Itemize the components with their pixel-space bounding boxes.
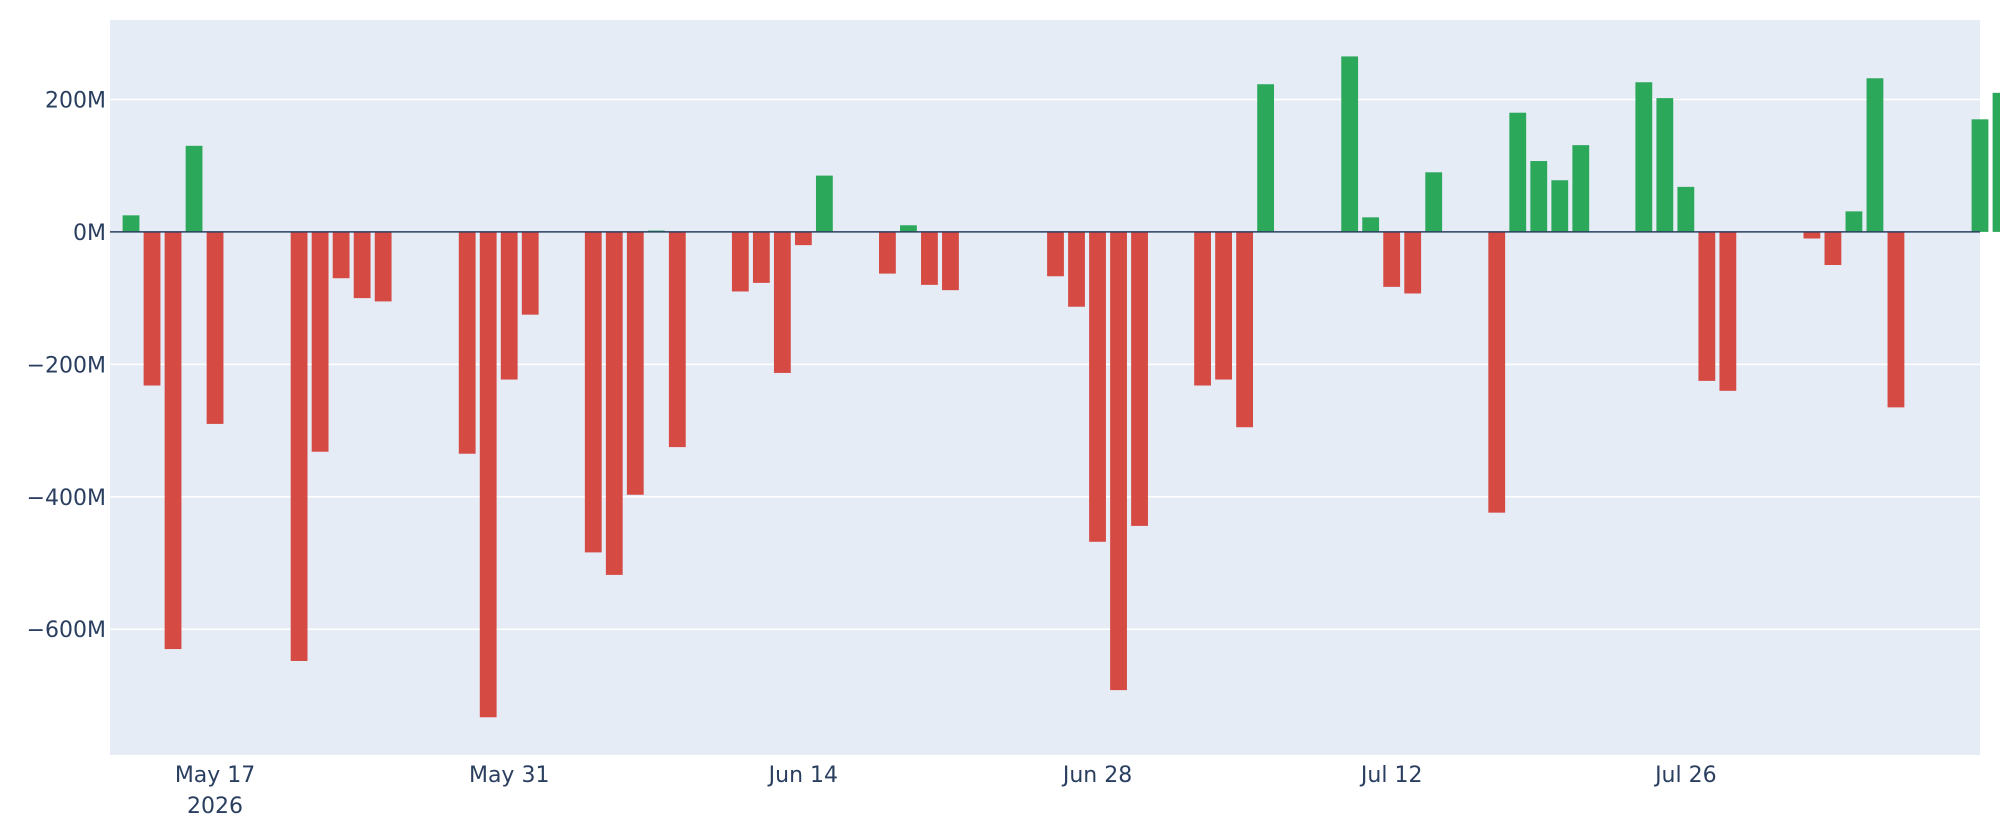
bar [1887, 231, 1905, 408]
y-tick-label: 0M [73, 221, 106, 246]
bar [1824, 231, 1842, 265]
bar [1425, 172, 1443, 232]
bar [900, 225, 917, 232]
bar [479, 231, 497, 718]
bar [1509, 112, 1527, 232]
bar [731, 231, 749, 292]
x-tick-label: May 31 [469, 763, 549, 788]
bar [1341, 56, 1359, 232]
x-tick-label: Jul 26 [1653, 763, 1717, 788]
bar [206, 231, 224, 424]
bar [815, 175, 833, 232]
bar [1488, 231, 1506, 513]
bar [1971, 119, 1989, 232]
bar [626, 231, 644, 495]
bar [1992, 92, 2000, 232]
bar [752, 231, 770, 283]
bar [1635, 82, 1653, 232]
bar [1383, 231, 1401, 287]
bar [290, 231, 308, 661]
bar [122, 215, 140, 232]
bar [1719, 231, 1737, 391]
y-tick-label: −600M [27, 618, 106, 643]
bar [1236, 231, 1254, 428]
bar [185, 145, 203, 232]
bar [921, 231, 938, 285]
x-tick-label: Jun 14 [767, 763, 838, 788]
bar [794, 231, 812, 246]
bar [1677, 186, 1695, 232]
x-tick-label: May 17 [175, 763, 255, 788]
bar [332, 231, 350, 279]
bar [374, 231, 392, 302]
bar [1404, 231, 1422, 294]
bar [1362, 217, 1380, 232]
y-tick-label: −200M [27, 353, 106, 378]
bar [353, 231, 371, 299]
bar [879, 231, 896, 274]
bar [1572, 145, 1590, 232]
bar [1110, 231, 1127, 691]
x-tick-label: Jun 28 [1061, 763, 1132, 788]
y-tick-label: 200M [45, 88, 106, 113]
bar [1257, 84, 1275, 232]
bar [668, 231, 686, 448]
x-axis-ticks: May 17 2026 May 31 Jun 14 Jun 28 Jul 12 Jul 26 [175, 763, 1717, 819]
bar [1215, 231, 1232, 380]
bar [143, 231, 161, 386]
bar [1068, 231, 1085, 307]
bar [1131, 231, 1148, 526]
bars [122, 56, 2000, 718]
bar [1089, 231, 1106, 542]
bar [1803, 231, 1821, 239]
bar [1698, 231, 1716, 381]
bar [1530, 161, 1548, 232]
bar [605, 231, 623, 575]
bar [1866, 78, 1884, 232]
bar [458, 231, 476, 454]
y-axis-ticks: 200M 0M −200M −400M −600M [27, 88, 106, 643]
plot-background [110, 20, 1980, 755]
bar [1845, 211, 1863, 232]
bar [1194, 231, 1211, 386]
bar [164, 231, 182, 650]
bar [773, 231, 791, 373]
x-tick-label: Jul 12 [1359, 763, 1423, 788]
y-tick-label: −400M [27, 486, 106, 511]
bar [942, 231, 959, 291]
bar [1047, 231, 1064, 277]
bar [311, 231, 329, 452]
x-tick-year-label: 2026 [187, 794, 243, 819]
bar [1656, 98, 1674, 232]
bar [500, 231, 518, 380]
bar [521, 231, 539, 315]
bar [1551, 180, 1569, 232]
bar [584, 231, 602, 553]
